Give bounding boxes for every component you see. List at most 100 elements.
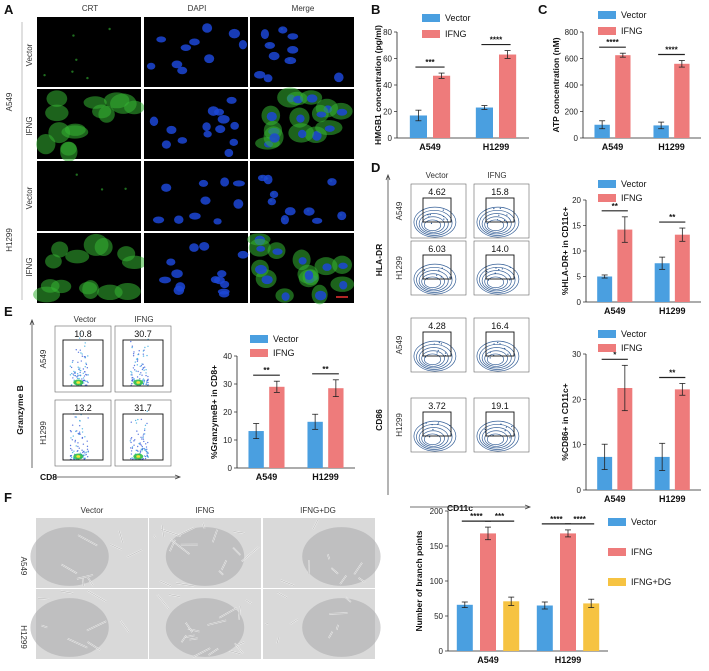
flow-dot: [130, 453, 133, 455]
d-row-label: H1299: [395, 256, 404, 280]
panel-d-flow: Vector IFNG HLA-DR CD86 CD11c A549 4.62 15…: [374, 171, 532, 513]
legend-label: Vector: [273, 334, 299, 344]
flow-dot: [78, 424, 81, 427]
flow-dot: [143, 366, 146, 368]
flow-dot: [71, 449, 73, 451]
x-tick-label: H1299: [659, 494, 686, 504]
bar: [433, 75, 451, 138]
flow-dot: [78, 433, 81, 435]
flow-gate: [485, 331, 515, 357]
flow-frame: [114, 399, 172, 467]
flow-dot: [87, 381, 89, 384]
flow-dot: [78, 377, 80, 380]
significance-label: ****: [550, 515, 563, 524]
flow-dot: [146, 354, 148, 357]
flow-contour: [418, 427, 449, 449]
nucleus: [256, 245, 266, 252]
panel-a-microscopy: CRT DAPI Merge A549 H1299 Vector IFNG Ve…: [5, 4, 355, 305]
flow-dot: [77, 351, 80, 353]
nucleus: [232, 180, 245, 187]
flow-dot: [137, 433, 139, 435]
flow-dot: [449, 424, 451, 427]
nucleus: [327, 178, 337, 186]
flow-dot: [73, 370, 75, 373]
legend-label: IFNG: [621, 343, 643, 353]
legend-swatch: [598, 180, 616, 188]
flow-dot: [131, 382, 133, 385]
bar: [456, 604, 473, 651]
y-tick-label: 5: [577, 273, 582, 282]
nucleus: [278, 26, 288, 34]
flow-dot: [84, 370, 86, 373]
y-tick-label: 15: [572, 222, 581, 231]
flow-contour: [481, 270, 512, 292]
y-tick-label: 80: [383, 28, 392, 37]
d-xlabel-cd11c: CD11c: [447, 503, 473, 513]
flow-dot: [437, 423, 439, 425]
flow-dot: [500, 423, 502, 425]
bar: [654, 456, 670, 490]
flow-dot: [141, 374, 143, 376]
tube-branch-edge: [264, 623, 269, 625]
nucleus: [233, 199, 244, 209]
crt-cell: [51, 241, 69, 258]
flow-dot: [133, 444, 135, 446]
tube-branch-edge: [176, 527, 195, 537]
flow-dot: [81, 353, 83, 355]
flow-dot: [145, 443, 147, 445]
flow-dot: [69, 429, 72, 432]
flow-dot: [81, 355, 84, 357]
bar: [674, 389, 690, 490]
tube-branch-edge: [238, 641, 245, 645]
flow-dot: [509, 266, 511, 268]
flow-dot: [82, 377, 85, 379]
nucleus: [177, 137, 188, 144]
flow-dot: [143, 440, 145, 443]
flow-dot: [131, 346, 133, 349]
nucleus: [316, 111, 327, 118]
nucleus: [203, 130, 212, 138]
flow-dot: [79, 371, 81, 374]
nucleus: [298, 129, 307, 139]
flow-dot: [69, 447, 72, 450]
tube-branch-edge: [120, 620, 129, 633]
significance-label: ***: [495, 512, 505, 521]
gate-percentage: 6.03: [428, 244, 446, 254]
tube-branch-edge: [336, 624, 339, 630]
flow-dot: [141, 448, 144, 450]
flow-dot: [71, 451, 74, 454]
flow-dot: [83, 382, 85, 384]
flow-contour: [413, 206, 457, 238]
flow-contour: [418, 347, 449, 369]
panel-e-chart: 0 10 20 30 40 %GranzymeB+ in CD8+ A549 H1299 ** *…: [209, 334, 355, 482]
significance-label: ****: [665, 45, 678, 54]
nucleus: [200, 196, 211, 205]
legend-swatch: [598, 11, 616, 19]
crt-speck: [43, 73, 46, 77]
flow-dot: [493, 343, 495, 345]
crt-cell: [64, 123, 86, 136]
flow-dot: [78, 369, 81, 371]
flow-dot: [142, 457, 144, 460]
flow-dot: [138, 442, 140, 445]
flow-dot: [142, 436, 144, 439]
flow-dot: [507, 353, 509, 355]
flow-dot: [84, 457, 86, 459]
bar: [248, 431, 264, 468]
tube-branch-edge: [184, 635, 195, 638]
flow-dot: [73, 450, 75, 452]
tube-branch-edge: [238, 606, 241, 620]
flow-dot: [504, 347, 506, 350]
bar: [328, 388, 344, 468]
crt-cell: [117, 246, 136, 262]
flow-contour: [484, 216, 508, 233]
nucleus: [311, 217, 323, 224]
significance-label: **: [263, 366, 270, 375]
legend-swatch: [608, 518, 626, 526]
flow-dot: [146, 381, 148, 384]
flow-dot: [143, 447, 145, 450]
nucleus: [146, 62, 156, 70]
panel-label-d: D: [371, 160, 380, 175]
